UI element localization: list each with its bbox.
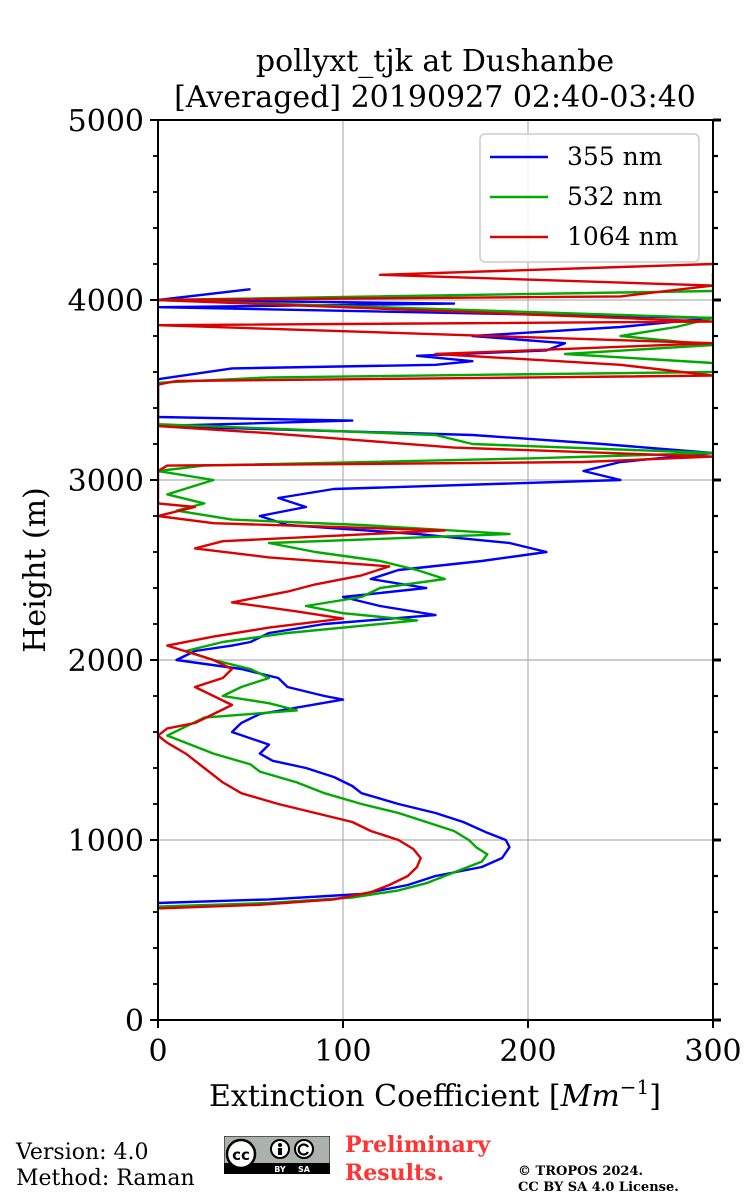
results-label: Results. — [345, 1160, 445, 1186]
y-axis-label: Height (m) — [18, 487, 53, 652]
series-group — [158, 262, 713, 910]
preliminary-label: Preliminary — [345, 1132, 491, 1158]
copyright-text: © TROPOS 2024. — [518, 1164, 644, 1179]
x-tick-label-0: 0 — [148, 1034, 167, 1069]
extinction-profile-chart: pollyxt_tjk at Dushanbe [Averaged] 20190… — [18, 44, 742, 1114]
plot-frame — [157, 119, 714, 1021]
license-text: CC BY SA 4.0 License. — [518, 1180, 679, 1195]
x-tick-label-3: 300 — [684, 1034, 741, 1069]
legend-box — [479, 133, 700, 263]
x-tick-label-1: 100 — [314, 1034, 371, 1069]
version-text: Version: 4.0 — [16, 1140, 149, 1165]
y-tick-label-1: 1000 — [68, 824, 144, 859]
method-text: Method: Raman — [16, 1166, 195, 1191]
series-line-1064-nm — [158, 262, 713, 910]
y-tick-label-4: 4000 — [68, 284, 144, 319]
cc-by-sa-license-badge: cc BY SA — [224, 1136, 330, 1174]
x-tick-label-2: 200 — [499, 1034, 556, 1069]
y-tick-label-2: 2000 — [68, 644, 144, 679]
legend-label-532-nm: 532 nm — [567, 182, 663, 211]
svg-text:SA: SA — [298, 1165, 311, 1174]
y-tick-label-5: 5000 — [68, 104, 144, 139]
x-axis-label: Extinction Coefficient [Mm−1] — [209, 1075, 661, 1114]
chart-title-line2: [Averaged] 20190927 02:40-03:40 — [174, 80, 696, 115]
cc-icon — [225, 1138, 257, 1170]
legend: 355 nm 532 nm 1064 nm — [479, 133, 700, 263]
svg-text:cc: cc — [232, 1146, 250, 1164]
legend-label-1064-nm: 1064 nm — [567, 222, 679, 251]
y-tick-label-3: 3000 — [68, 464, 144, 499]
chart-title-line1: pollyxt_tjk at Dushanbe — [256, 44, 614, 79]
legend-label-355-nm: 355 nm — [567, 142, 663, 171]
series-line-355-nm — [158, 288, 713, 905]
svg-text:BY: BY — [274, 1165, 286, 1174]
y-tick-label-0: 0 — [125, 1004, 144, 1039]
